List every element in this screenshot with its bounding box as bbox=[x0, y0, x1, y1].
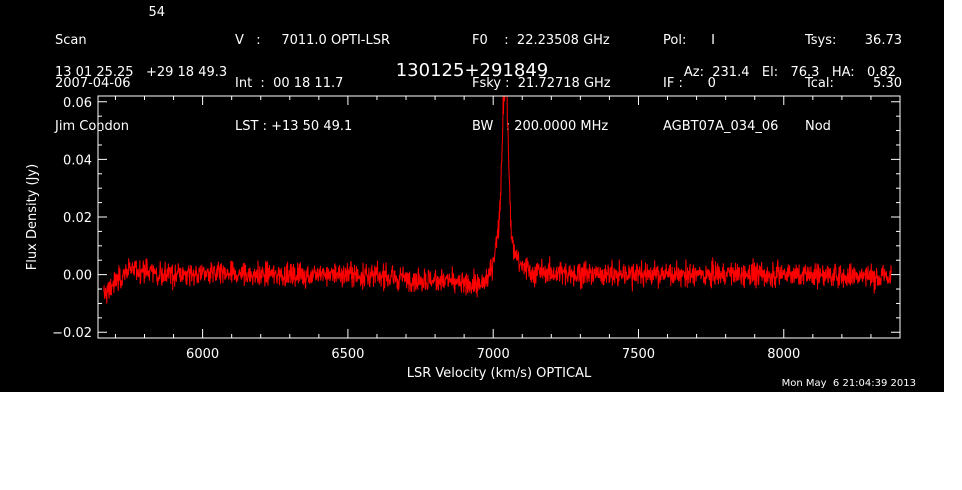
if-line: IF : 0 bbox=[663, 76, 716, 91]
spectrum-panel bbox=[0, 0, 944, 392]
y-tick-label: 0.04 bbox=[63, 153, 92, 168]
plot-area: 6000 6500 7000 7500 8000 −0.02 0.00 0.02 0.04 0.0… bbox=[25, 95, 901, 381]
procedure-label: Nod bbox=[805, 119, 831, 134]
tsys-value: 36.73 bbox=[864, 33, 902, 48]
az-el-ha: Az: 231.4 El: 76.3 HA: 0.82 bbox=[683, 65, 896, 80]
project-id: AGBT07A_034_06 bbox=[663, 119, 779, 134]
header-tsys-values: 36.73 5.30 bbox=[835, 6, 902, 106]
source-name: 130125+291849 bbox=[395, 60, 549, 81]
x-axis-title: LSR Velocity (km/s) OPTICAL bbox=[407, 366, 592, 381]
source-coordinates: 13 01 25.25 +29 18 49.3 bbox=[55, 65, 228, 80]
x-tick-label: 7500 bbox=[622, 347, 655, 362]
lst-line: LST : +13 50 49.1 bbox=[235, 119, 353, 134]
polarization-line: Pol: I bbox=[663, 33, 715, 48]
x-tick-label: 6500 bbox=[331, 347, 364, 362]
tsys-label: Tsys: bbox=[805, 33, 837, 48]
header-tsys-labels: Tsys: Tcal: Nod bbox=[805, 6, 836, 149]
observer-name: Jim Condon bbox=[55, 119, 129, 134]
scan-number: 54 bbox=[148, 5, 165, 20]
velocity-line: V : 7011.0 OPTI-LSR bbox=[235, 33, 391, 48]
y-tick-label: 0.02 bbox=[63, 211, 92, 226]
y-axis-title: Flux Density (Jy) bbox=[25, 164, 40, 270]
integration-line: Int : 00 18 11.7 bbox=[235, 76, 344, 91]
x-tick-label: 8000 bbox=[767, 347, 800, 362]
scan-label: Scan bbox=[55, 33, 87, 48]
header-pol-block: Pol: I IF : 0 AGBT07A_034_06 bbox=[663, 6, 778, 149]
y-tick-label: 0.00 bbox=[63, 269, 92, 284]
x-tick-label: 6000 bbox=[186, 347, 219, 362]
rest-frequency-line: F0 : 22.23508 GHz bbox=[472, 33, 610, 48]
y-tick-label: 0.06 bbox=[63, 96, 92, 111]
y-tick-label: −0.02 bbox=[52, 326, 92, 341]
plot-timestamp: Mon May 6 21:04:39 2013 bbox=[781, 378, 916, 389]
tcal-label: Tcal: bbox=[805, 76, 834, 91]
observation-date: 2007-04-06 bbox=[55, 76, 131, 91]
spectrum-chart: 6000 6500 7000 7500 8000 −0.02 0.00 0.02 0.04 0.0… bbox=[25, 95, 901, 381]
bandwidth-line: BW : 200.0000 MHz bbox=[472, 119, 609, 134]
spectrum-trace bbox=[103, 95, 892, 304]
header-velocity-block: V : 7011.0 OPTI-LSR Int : 00 18 11.7 LST… bbox=[235, 6, 390, 149]
header-frequency-block: F0 : 22.23508 GHz Fsky : 21.72718 GHz BW… bbox=[472, 6, 611, 149]
x-tick-label: 7000 bbox=[477, 347, 510, 362]
sky-frequency-line: Fsky : 21.72718 GHz bbox=[472, 76, 611, 91]
tcal-value: 5.30 bbox=[873, 76, 902, 91]
header-scan-block: Scan 2007-04-06 Jim Condon bbox=[55, 6, 131, 149]
